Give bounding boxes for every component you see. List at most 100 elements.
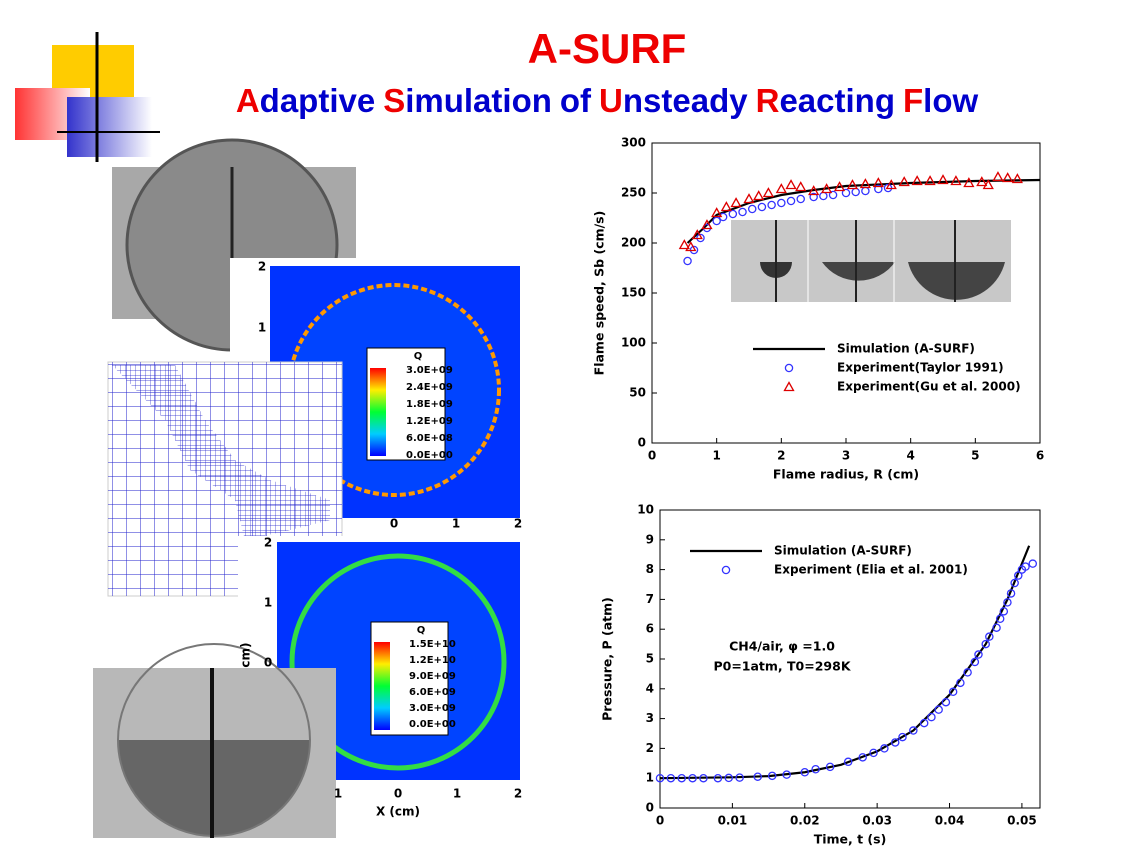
data-point (970, 657, 980, 667)
y-tick-label: 10 (637, 503, 654, 517)
x-tick-label: 1 (334, 787, 342, 801)
data-point (1003, 598, 1012, 607)
data-point (911, 175, 923, 186)
y-tick-label: 50 (629, 386, 646, 400)
data-point (919, 718, 929, 728)
annotation: CH4/air, φ =1.0 (729, 639, 835, 654)
data-point (841, 188, 851, 198)
colorbar-label: 3.0E+09 (409, 703, 456, 714)
data-point (950, 175, 962, 186)
y-tick-label: 300 (621, 136, 646, 150)
y-tick-label: 0 (264, 656, 272, 670)
decoration (15, 32, 160, 162)
data-point (720, 201, 732, 212)
legend-label: Simulation (A-SURF) (837, 342, 975, 356)
data-point (1010, 578, 1019, 588)
x-tick-label: 0 (648, 449, 656, 463)
annotation: P0=1atm, T0=298K (713, 659, 851, 674)
subtitle-word: Simulation (383, 82, 552, 119)
data-point (937, 174, 949, 185)
data-point (699, 773, 708, 783)
data-point (757, 202, 767, 212)
data-point (890, 738, 900, 747)
flame-photo (93, 643, 336, 838)
y-tick-label: 2 (258, 260, 266, 274)
y-tick-label: 250 (621, 186, 646, 200)
x-tick-label: 0.02 (790, 814, 820, 828)
colorbar-label: 1.2E+10 (409, 655, 456, 666)
x-tick-label: 0 (656, 814, 664, 828)
data-point (976, 176, 988, 187)
data-point (1011, 173, 1023, 184)
data-point (992, 171, 1004, 182)
subtitle-word: Unsteady (599, 82, 748, 119)
x-axis-label: X (cm) (376, 805, 420, 819)
subtitle-word: Adaptive (235, 82, 376, 119)
x-tick-label: 2 (514, 787, 522, 801)
legend-label: Experiment (Elia et al. 2001) (774, 563, 968, 577)
colorbar-label: 1.5E+10 (409, 639, 456, 650)
subtitle-word: Reacting (755, 82, 895, 119)
data-point (767, 200, 776, 210)
data-point (846, 179, 859, 190)
flame-photo-inset (731, 220, 1011, 302)
data-point (956, 678, 965, 688)
data-point (1014, 571, 1023, 580)
data-point (974, 650, 983, 659)
y-axis-label: cm) (239, 642, 253, 667)
colorbar-label: 0.0E+00 (409, 719, 456, 730)
subtitle-word: Flow (903, 82, 979, 119)
data-point (861, 186, 870, 196)
data-point (743, 193, 755, 204)
y-tick-label: 5 (646, 652, 654, 666)
y-tick-label: 1 (258, 321, 266, 335)
data-point (874, 184, 883, 194)
colorbar-label: 3.0E+09 (406, 365, 453, 376)
data-point (982, 179, 994, 190)
legend-marker (784, 363, 794, 373)
x-tick-label: 5 (971, 449, 979, 463)
data-point (909, 726, 918, 735)
data-point (728, 209, 738, 219)
data-point (985, 632, 994, 641)
data-point (712, 216, 721, 226)
data-point (782, 770, 791, 779)
y-tick-label: 7 (646, 592, 654, 606)
data-point (796, 194, 805, 204)
colorbar-label: 1.2E+09 (406, 416, 453, 427)
data-point (809, 192, 818, 202)
data-point (898, 176, 910, 187)
colorbar-label: 6.0E+09 (409, 687, 456, 698)
x-tick-label: 0.05 (1007, 814, 1037, 828)
data-point (999, 607, 1009, 616)
data-point (1006, 589, 1016, 598)
y-tick-label: 0 (638, 436, 646, 450)
x-tick-label: 1 (453, 787, 461, 801)
data-point (762, 187, 775, 198)
x-tick-label: 0 (390, 517, 398, 531)
data-point (1028, 559, 1038, 568)
data-point (825, 762, 835, 772)
data-point (713, 773, 723, 783)
title: A-SURF (528, 25, 687, 72)
data-point (786, 196, 796, 206)
colorbar-label: 1.8E+09 (406, 399, 453, 410)
subtitle: Adaptive Simulation of Unsteady Reacting Flow (0, 82, 1142, 120)
data-point (775, 183, 787, 194)
x-tick-label: 1 (452, 517, 460, 531)
data-point (869, 748, 878, 758)
data-point (735, 773, 744, 782)
subtitle-word: of (559, 82, 592, 119)
y-tick-label: 1 (264, 596, 272, 610)
x-tick-label: 0 (394, 787, 402, 801)
y-tick-label: 6 (646, 622, 654, 636)
y-tick-label: 100 (621, 336, 646, 350)
x-axis-label: Flame radius, R (cm) (773, 467, 919, 482)
data-point (963, 668, 972, 677)
data-point (753, 772, 762, 781)
x-tick-label: 1 (712, 449, 720, 463)
y-tick-label: 1 (646, 771, 654, 785)
data-point (800, 767, 810, 777)
